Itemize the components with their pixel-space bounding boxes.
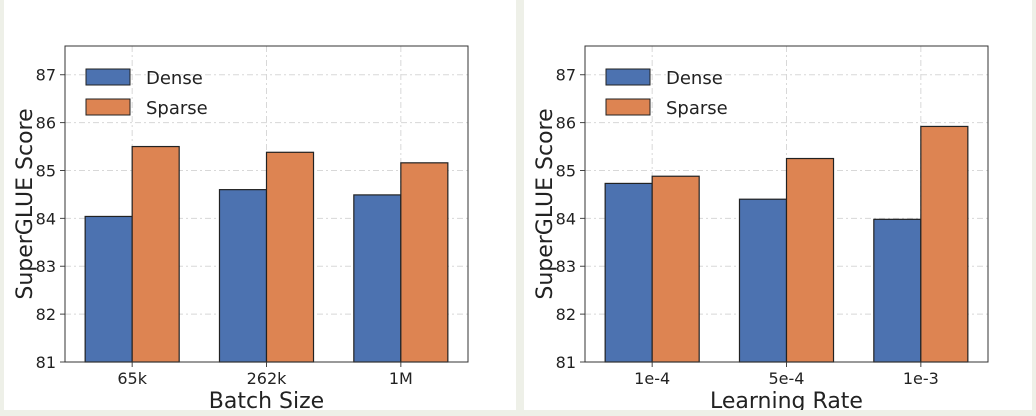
y-axis-label: SuperGLUE Score [533,108,558,299]
bar-dense-1e-3 [873,218,922,363]
plot-frame [64,45,469,363]
y-tick-label: 87 [556,66,576,85]
bar-dense-5e-4 [738,198,788,363]
x-tick-label: 5e-4 [769,369,805,388]
bar-sparse-5e-4 [785,157,835,363]
chart-panel-batch-size: 81 82 83 84 85 86 87 65k 262k 1M Batch Size SuperGL… [4,0,516,414]
x-tick-label: 262k [247,369,288,388]
x-axis-label: Learning Rate [710,389,863,410]
y-tick-label: 85 [556,161,576,180]
legend-label-sparse: Sparse [146,98,208,119]
x-tick-label: 1M [389,369,413,388]
y-tick-label: 82 [556,305,576,324]
legend-swatch-sparse [605,98,651,116]
y-tick-label: 87 [36,66,56,85]
y-tick-label: 83 [556,257,576,276]
x-axis-label: Batch Size [209,389,324,410]
bar-sparse-1e-4 [651,175,700,363]
y-tick-label: 83 [36,257,56,276]
chart-batch-size: 81 82 83 84 85 86 87 65k 262k 1M Batch Size SuperGL… [13,45,469,414]
y-tick-label: 86 [556,114,576,133]
y-tick-label: 86 [36,114,56,133]
bar-dense-1e-4 [604,182,653,363]
legend-label-dense: Dense [146,68,203,89]
x-tick-label: 1e-4 [634,369,670,388]
bar-sparse-1M [400,162,449,363]
bar-sparse-1e-3 [920,125,969,363]
bar-dense-262k [218,189,268,363]
chart-learning-rate: 81 82 83 84 85 86 87 1e-4 5e-4 1e-3 Learning Rate S… [533,45,989,414]
y-tick-label: 84 [36,209,56,228]
legend-label-sparse: Sparse [666,98,728,119]
y-tick-label: 81 [556,353,576,372]
y-tick-label: 85 [36,161,56,180]
bar-sparse-65k [131,145,180,363]
bar-dense-65k [84,215,133,363]
y-tick-label: 84 [556,209,576,228]
legend-swatch-sparse [85,98,131,116]
chart-panel-learning-rate: 81 82 83 84 85 86 87 1e-4 5e-4 1e-3 Learning Rate S… [524,0,1032,414]
bar-dense-1M [353,194,402,363]
y-tick-label: 82 [36,305,56,324]
x-tick-label: 65k [117,369,147,388]
legend-label-dense: Dense [666,68,723,89]
plot-frame [584,45,989,363]
bar-sparse-262k [265,151,315,363]
y-axis-label: SuperGLUE Score [13,108,38,299]
legend-swatch-dense [85,68,131,86]
legend-swatch-dense [605,68,651,86]
y-tick-label: 81 [36,353,56,372]
x-tick-label: 1e-3 [903,369,939,388]
